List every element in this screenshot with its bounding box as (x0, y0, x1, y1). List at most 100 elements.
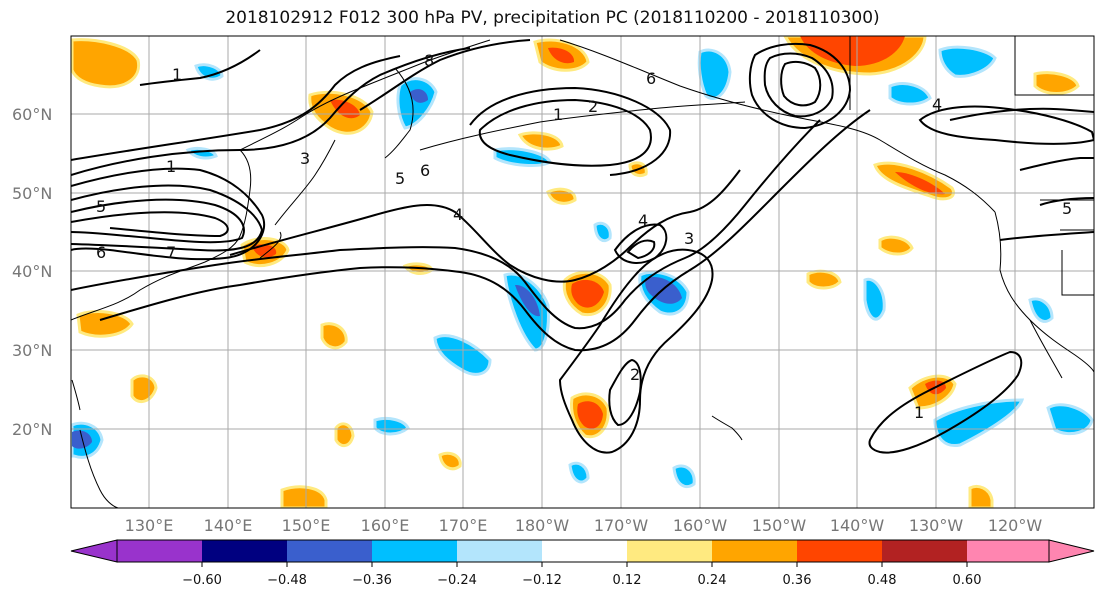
pv-contour (71, 184, 264, 252)
colorbar-tick-label: −0.12 (522, 573, 562, 588)
colorbar-arrow-right (1048, 539, 1095, 563)
precip-blob (130, 374, 158, 404)
latitude-labels: 60°N 50°N 40°N 30°N 20°N (12, 105, 52, 439)
coast-kamchatka (384, 67, 414, 159)
precip-blob (1046, 403, 1094, 436)
lon-label: 130°W (909, 516, 964, 535)
pv-contour (71, 55, 401, 161)
pv-contour (608, 358, 642, 427)
precip-blob (517, 131, 564, 151)
precip-blob (593, 221, 612, 243)
precip-blob (895, 172, 945, 195)
contour-label: 3 (684, 229, 694, 248)
contour-label: 1 (172, 65, 182, 84)
precip-blob (571, 279, 604, 308)
precip-blob (438, 451, 462, 471)
colorbar-arrow-left (70, 539, 118, 563)
contour-label: 3 (300, 149, 310, 168)
pv-contour (71, 198, 245, 244)
pv-contour (999, 231, 1094, 241)
pv-contour (748, 42, 852, 130)
coast-baja (1029, 319, 1063, 379)
colorbar-segment (797, 540, 882, 562)
precip-blob (968, 485, 994, 508)
coast-aleutians (419, 101, 746, 151)
precip-blob (933, 398, 1025, 448)
pv-contour (139, 49, 261, 86)
pv-contour (71, 47, 471, 176)
precip-blob (71, 38, 141, 89)
colorbar-segment (372, 540, 457, 562)
precip-blob (800, 36, 905, 66)
contour-label: 1 (166, 157, 176, 176)
lon-label: 140°W (830, 516, 885, 535)
pv-contour (478, 98, 652, 167)
colorbar-segment (117, 540, 202, 562)
contour-label: 4 (932, 95, 942, 114)
colorbar-tick-label: 0.36 (783, 573, 812, 588)
pv-contour (780, 60, 822, 107)
lon-label: 140°E (204, 516, 253, 535)
contour-label: 4 (453, 205, 463, 224)
pv-contour (71, 211, 229, 238)
precip-blob (334, 422, 355, 447)
lat-label: 40°N (12, 262, 52, 281)
pv-contour (626, 239, 656, 260)
pv-contour (1019, 157, 1094, 171)
precip-blob (280, 485, 328, 508)
precip-blob (396, 77, 438, 130)
colorbar: −0.60 −0.48 −0.36 −0.24 −0.12 0.12 0.24 … (70, 539, 1095, 588)
contour-label: 2 (588, 97, 598, 116)
lat-label: 30°N (12, 341, 52, 360)
precip-blob (373, 416, 410, 436)
lat-label: 20°N (12, 420, 52, 439)
contour-label: 8 (424, 51, 434, 70)
pv-contour (613, 223, 668, 264)
lon-label: 180°W (515, 516, 570, 535)
lon-label: 150°E (282, 516, 331, 535)
graticule (71, 36, 1094, 508)
lat-label: 50°N (12, 184, 52, 203)
precip-blob (548, 47, 575, 64)
pv-contour (71, 119, 821, 330)
lon-label: 160°E (361, 516, 410, 535)
contour-label: 1 (914, 403, 924, 422)
colorbar-tick-label: 0.24 (698, 573, 727, 588)
lon-label: 120°W (988, 516, 1043, 535)
longitude-labels: 130°E 140°E 150°E 160°E 170°E 180°W 170°… (125, 516, 1043, 535)
colorbar-segment (202, 540, 287, 562)
precip-blob (938, 45, 997, 78)
precip-blob (888, 82, 932, 106)
precip-blob (1033, 71, 1080, 95)
precip-blob (76, 310, 134, 338)
pv-contour (918, 105, 1094, 145)
contour-label: 5 (96, 197, 106, 216)
contour-label: 4 (638, 211, 648, 230)
precip-blob (320, 322, 348, 350)
pv-contour (71, 167, 266, 261)
coast-japan (259, 139, 336, 259)
colorbar-segment (882, 540, 967, 562)
contour-label: 1 (553, 105, 563, 124)
colorbar-tick-label: 0.60 (953, 573, 982, 588)
precip-blob (672, 464, 696, 489)
map-title: 2018102912 F012 300 hPa PV, precipitatio… (225, 8, 880, 28)
map-frame (70, 35, 1095, 509)
colorbar-segment (627, 540, 712, 562)
colorbar-segment (287, 540, 372, 562)
pv-contour (229, 169, 741, 283)
contour-label: 5 (395, 169, 405, 188)
lon-label: 130°E (125, 516, 174, 535)
lon-label: 170°W (594, 516, 649, 535)
precip-blob (577, 401, 603, 429)
colorbar-segment (542, 540, 627, 562)
lon-label: 150°W (752, 516, 807, 535)
contour-label: 7 (166, 243, 176, 262)
pv-contours (71, 39, 1094, 454)
pv-contour (1039, 197, 1094, 206)
lon-label: 160°W (673, 516, 728, 535)
precip-blob (410, 89, 428, 103)
coast-hawaii (711, 415, 743, 441)
pv-contour (949, 107, 1094, 121)
colorbar-tick-label: 0.48 (868, 573, 897, 588)
